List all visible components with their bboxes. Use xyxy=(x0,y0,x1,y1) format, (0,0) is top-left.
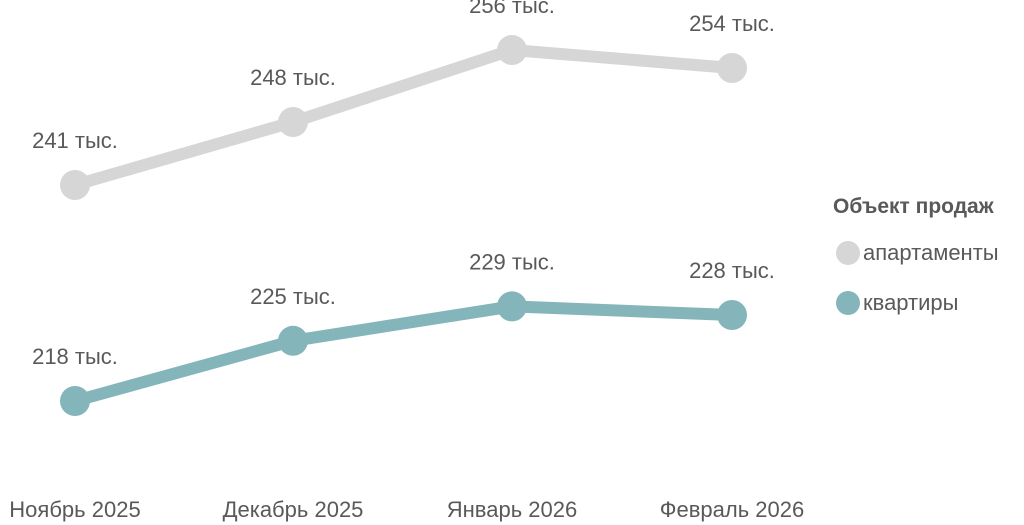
legend: Объект продаж апартаменты квартиры xyxy=(833,193,999,331)
x-axis-tick-label: Декабрь 2025 xyxy=(223,497,364,522)
series-layer: 241 тыс. 248 тыс. 256 тыс. 254 тыс. 218 тыс.… xyxy=(32,0,775,416)
data-point-marker[interactable] xyxy=(60,170,90,200)
data-label: 228 тыс. xyxy=(689,258,775,283)
series-apartments: 241 тыс. 248 тыс. 256 тыс. 254 тыс. xyxy=(32,0,775,200)
data-point-marker[interactable] xyxy=(717,53,747,83)
data-point-marker[interactable] xyxy=(278,325,308,356)
series-line xyxy=(73,300,733,407)
data-point-marker[interactable] xyxy=(717,300,747,330)
data-point-marker[interactable] xyxy=(60,386,90,416)
data-label: 218 тыс. xyxy=(32,344,118,369)
legend-label: квартиры xyxy=(863,290,959,315)
data-label: 248 тыс. xyxy=(250,65,336,90)
x-axis: Ноябрь 2025 Декабрь 2025 Январь 2026 Феврал… xyxy=(9,497,804,522)
legend-label: апартаменты xyxy=(863,240,999,265)
data-label: 241 тыс. xyxy=(32,128,118,153)
data-point-marker[interactable] xyxy=(278,107,308,137)
x-axis-tick-label: Ноябрь 2025 xyxy=(9,497,140,522)
x-axis-tick-label: Январь 2026 xyxy=(447,497,577,522)
data-point-marker[interactable] xyxy=(497,291,527,322)
x-axis-tick-label: Февраль 2026 xyxy=(660,497,804,522)
data-label: 254 тыс. xyxy=(689,11,775,36)
legend-item-flats[interactable]: квартиры xyxy=(833,275,999,331)
data-point-marker[interactable] xyxy=(497,35,527,65)
data-label: 229 тыс. xyxy=(469,249,555,274)
data-label: 256 тыс. xyxy=(469,0,555,18)
data-label: 225 тыс. xyxy=(250,284,336,309)
series-flats: 218 тыс. 225 тыс. 229 тыс. 228 тыс. xyxy=(32,249,775,416)
legend-marker-icon xyxy=(836,241,860,265)
legend-title: Объект продаж xyxy=(833,195,994,218)
legend-item-apartments[interactable]: апартаменты xyxy=(833,225,999,281)
series-line xyxy=(73,44,733,191)
legend-marker-icon xyxy=(836,291,860,315)
